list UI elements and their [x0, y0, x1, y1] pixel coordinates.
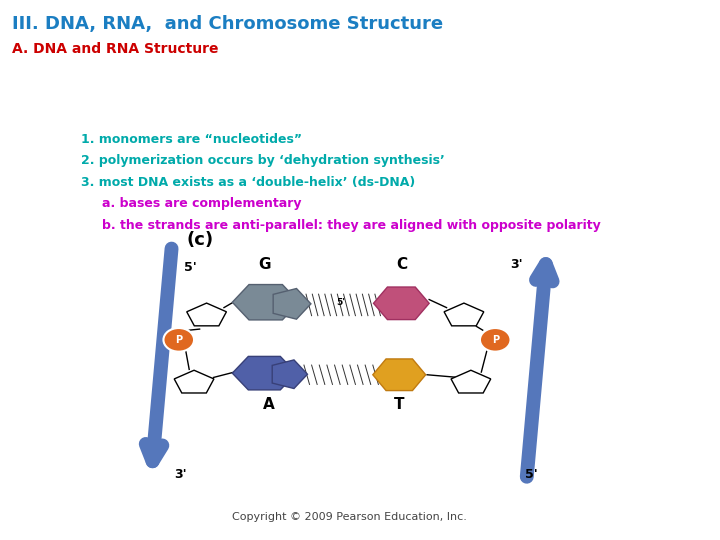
Text: 5': 5': [525, 468, 538, 481]
Polygon shape: [444, 303, 484, 326]
Polygon shape: [233, 285, 299, 320]
Text: 5': 5': [184, 261, 197, 274]
Text: 3. most DNA exists as a ‘double-helix’ (ds-DNA): 3. most DNA exists as a ‘double-helix’ (…: [81, 176, 415, 189]
Polygon shape: [451, 370, 491, 393]
Polygon shape: [374, 287, 429, 320]
Polygon shape: [272, 360, 307, 388]
Text: 1. monomers are “nucleotides”: 1. monomers are “nucleotides”: [81, 133, 302, 146]
Text: a. bases are complementary: a. bases are complementary: [102, 198, 302, 211]
Text: A: A: [264, 397, 275, 412]
Polygon shape: [174, 370, 214, 393]
Polygon shape: [273, 288, 311, 319]
Circle shape: [480, 328, 510, 352]
Text: 3': 3': [510, 258, 523, 271]
Text: P: P: [492, 335, 499, 345]
Text: 2. polymerization occurs by ‘dehydration synthesis’: 2. polymerization occurs by ‘dehydration…: [81, 154, 445, 167]
Text: b. the strands are anti-parallel: they are aligned with opposite polarity: b. the strands are anti-parallel: they a…: [102, 219, 601, 232]
Text: (c): (c): [186, 232, 213, 249]
Text: Copyright © 2009 Pearson Education, Inc.: Copyright © 2009 Pearson Education, Inc.: [232, 512, 467, 523]
Text: 3': 3': [174, 468, 187, 481]
Text: 5': 5': [336, 298, 346, 307]
Circle shape: [163, 328, 194, 352]
Text: P: P: [175, 335, 182, 345]
Polygon shape: [373, 359, 426, 390]
Text: C: C: [396, 257, 407, 272]
Polygon shape: [186, 303, 226, 326]
Text: T: T: [394, 397, 405, 412]
Text: III. DNA, RNA,  and Chromosome Structure: III. DNA, RNA, and Chromosome Structure: [12, 15, 443, 33]
Text: G: G: [258, 257, 271, 272]
Polygon shape: [233, 356, 297, 390]
Text: A. DNA and RNA Structure: A. DNA and RNA Structure: [12, 42, 218, 56]
